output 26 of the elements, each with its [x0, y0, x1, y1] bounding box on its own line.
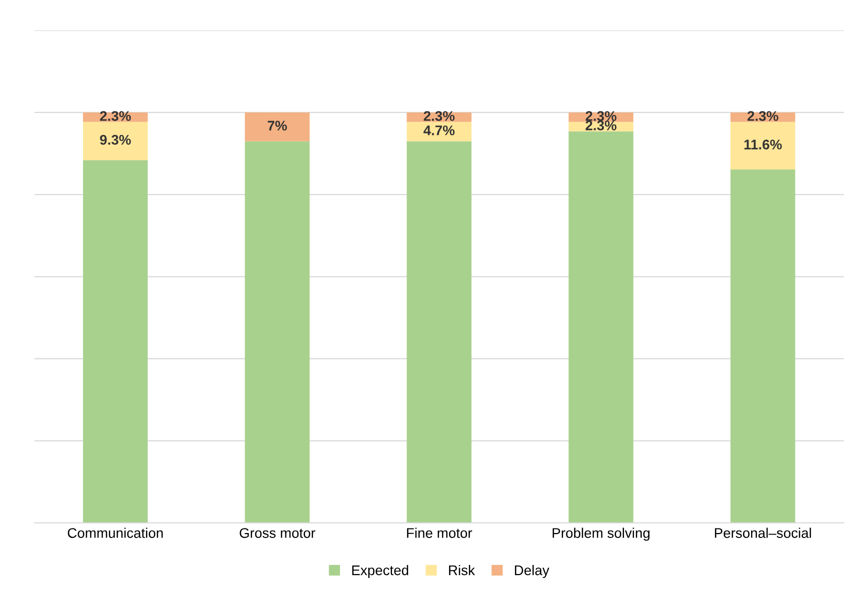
x-tick-label: Problem solving [552, 528, 650, 541]
data-label: 11.6% [744, 140, 782, 150]
bar [730, 122, 796, 170]
data-label: 7% [268, 120, 287, 131]
bar [568, 131, 634, 523]
bar [406, 122, 472, 142]
bar [244, 141, 310, 523]
bar [406, 141, 472, 523]
data-label: 4.7% [423, 125, 455, 136]
legend-label: Expected [352, 565, 408, 578]
x-tick-label: Gross motor [240, 528, 316, 538]
x-tick-label: Personal–social [714, 528, 811, 538]
bar [83, 160, 148, 523]
bar [244, 112, 310, 142]
data-label: 2.3% [586, 120, 616, 130]
data-label: 2.3% [748, 111, 778, 121]
bar [730, 170, 796, 523]
legend-label: Risk [449, 565, 475, 576]
data-label: 2.3% [586, 111, 616, 121]
x-tick-label: Fine motor [407, 528, 472, 538]
legend-label: Delay [514, 565, 550, 578]
data-label: 9.3% [100, 134, 131, 145]
bar [83, 122, 148, 160]
x-tick-label: Communication [68, 528, 163, 538]
data-label: 2.3% [424, 111, 455, 121]
data-label: 2.3% [100, 111, 131, 121]
